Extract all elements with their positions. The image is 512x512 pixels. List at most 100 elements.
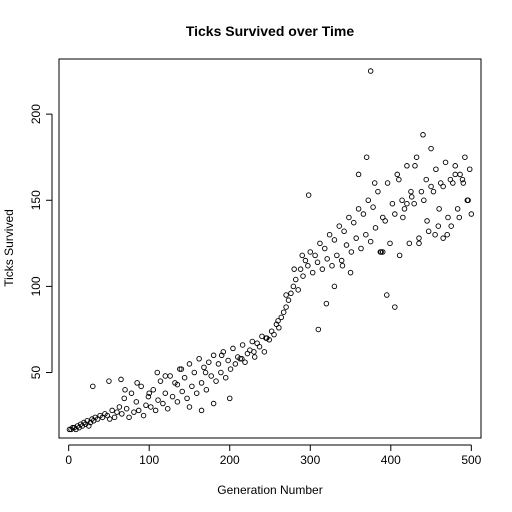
data-point [400,214,406,221]
data-point [309,269,316,276]
data-point [134,380,140,386]
plot-frame [58,58,482,439]
data-point [109,407,115,414]
data-point [230,345,236,352]
data-point [440,235,446,241]
data-point [389,200,396,207]
data-point [423,176,429,183]
data-point [421,197,427,204]
data-point [202,369,209,376]
data-point [251,349,257,355]
data-point [114,409,120,415]
data-point [346,214,352,221]
data-point [339,262,346,269]
data-point [353,235,359,241]
data-point [131,409,137,415]
data-point [210,400,217,407]
data-point [468,211,475,217]
x-tick-label: 400 [381,453,401,467]
data-point [293,276,299,283]
data-point [314,259,321,266]
data-point [435,223,442,229]
data-point [201,364,207,371]
data-point [225,357,231,364]
data-point [351,219,357,226]
data-point [126,414,132,421]
data-point [334,252,340,259]
data-point [239,356,245,362]
data-point [122,387,128,393]
data-point [288,290,294,297]
data-point [456,214,463,221]
data-point [138,383,144,390]
data-point [198,380,205,386]
data-point [424,218,430,224]
x-tick-label: 500 [461,453,481,467]
data-point [444,231,450,238]
data-point [135,407,142,414]
data-point [189,383,195,390]
chart-title: Ticks Survived over Time [186,23,355,39]
data-point [218,352,225,359]
x-tick-label: 200 [220,453,240,467]
data-point [347,269,354,276]
data-point [203,387,210,393]
data-point [300,273,306,279]
data-point [174,399,181,405]
data-point [454,206,461,212]
data-point [154,369,161,376]
data-point [341,228,347,235]
data-point [218,369,224,376]
data-point [363,154,370,160]
data-point [442,159,449,166]
y-tick-label: 50 [29,366,43,380]
data-point [401,206,408,212]
data-point [162,390,169,396]
data-point [106,416,113,422]
data-point [324,256,330,262]
data-point [181,374,188,381]
data-point [106,378,112,384]
data-point [323,300,330,307]
data-point [174,381,181,388]
data-point [215,361,222,367]
data-point [237,356,243,362]
data-point [278,314,285,321]
data-point [119,411,125,417]
data-point [297,266,304,272]
data-point [466,166,473,173]
data-point [411,200,417,207]
data-point [392,211,398,217]
data-point [365,197,372,204]
data-point [460,180,467,186]
x-tick-label: 300 [300,453,320,467]
data-point [133,399,140,405]
data-point [396,252,403,259]
data-point [363,231,369,238]
data-point [302,257,309,264]
data-point [384,180,391,186]
data-point [123,405,130,412]
data-point [319,266,326,272]
data-point [404,200,410,207]
data-point [418,188,425,195]
data-point [378,249,384,255]
data-point [416,235,422,241]
data-point [358,245,364,252]
data-point [336,223,343,229]
data-point [90,383,96,390]
data-point [121,395,127,402]
data-point [372,225,379,231]
data-point [315,326,322,333]
data-point [416,240,422,247]
data-point [428,145,434,152]
y-axis: 50 100 150 200 [29,104,53,380]
data-point [448,223,454,229]
data-point [348,249,355,255]
data-point [326,231,333,238]
data-point [355,206,362,212]
data-point [379,249,386,255]
data-point [312,252,318,259]
